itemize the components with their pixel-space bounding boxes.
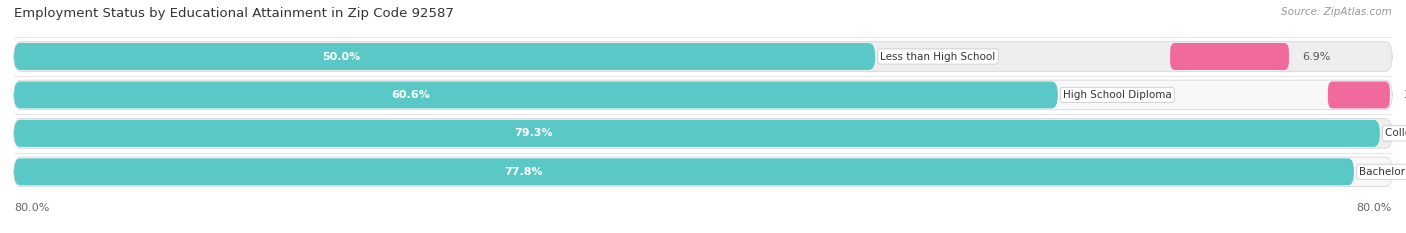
FancyBboxPatch shape	[1327, 82, 1391, 108]
Text: Less than High School: Less than High School	[880, 51, 995, 62]
FancyBboxPatch shape	[1170, 43, 1289, 70]
Text: Employment Status by Educational Attainment in Zip Code 92587: Employment Status by Educational Attainm…	[14, 7, 454, 20]
FancyBboxPatch shape	[14, 42, 1392, 71]
Legend: In Labor Force, Unemployed: In Labor Force, Unemployed	[605, 231, 801, 233]
Text: Source: ZipAtlas.com: Source: ZipAtlas.com	[1281, 7, 1392, 17]
Text: 80.0%: 80.0%	[14, 203, 49, 213]
Text: 50.0%: 50.0%	[322, 51, 360, 62]
Text: High School Diploma: High School Diploma	[1063, 90, 1171, 100]
FancyBboxPatch shape	[14, 157, 1392, 187]
Text: Bachelor's Degree or higher: Bachelor's Degree or higher	[1360, 167, 1406, 177]
FancyBboxPatch shape	[14, 120, 1379, 147]
Text: 77.8%: 77.8%	[503, 167, 543, 177]
Text: 79.3%: 79.3%	[513, 128, 553, 138]
FancyBboxPatch shape	[14, 80, 1392, 110]
Text: 6.9%: 6.9%	[1303, 51, 1331, 62]
FancyBboxPatch shape	[14, 119, 1392, 148]
FancyBboxPatch shape	[14, 158, 1354, 185]
Text: College / Associate Degree: College / Associate Degree	[1385, 128, 1406, 138]
Text: 60.6%: 60.6%	[391, 90, 430, 100]
Text: 3.6%: 3.6%	[1403, 90, 1406, 100]
FancyBboxPatch shape	[14, 82, 1057, 108]
FancyBboxPatch shape	[14, 43, 875, 70]
Text: 80.0%: 80.0%	[1357, 203, 1392, 213]
